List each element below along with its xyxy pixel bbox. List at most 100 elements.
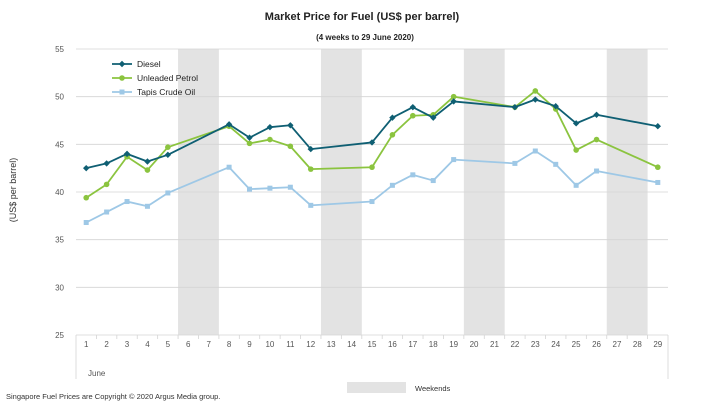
x-tick-label: 20 xyxy=(470,340,479,349)
x-tick-label: 7 xyxy=(206,340,211,349)
legend-label: Tapis Crude Oil xyxy=(137,87,195,97)
chart-title: Market Price for Fuel (US$ per barrel) xyxy=(265,11,460,23)
x-tick-label: 19 xyxy=(449,340,458,349)
x-tick-label: 6 xyxy=(186,340,191,349)
data-point xyxy=(511,103,519,111)
data-point xyxy=(266,123,274,131)
data-point xyxy=(593,136,600,143)
data-point xyxy=(165,190,171,196)
data-point xyxy=(226,164,232,170)
data-point xyxy=(119,75,125,81)
data-point xyxy=(655,179,661,185)
y-tick-label: 35 xyxy=(55,236,64,245)
x-axis-label: June xyxy=(88,369,106,378)
x-tick-label: 12 xyxy=(306,340,315,349)
x-tick-label: 5 xyxy=(166,340,171,349)
data-point xyxy=(246,134,253,141)
chart-subtitle: (4 weeks to 29 June 2020) xyxy=(316,33,414,42)
data-point xyxy=(247,186,253,192)
x-tick-label: 28 xyxy=(633,340,642,349)
legend-item-tapis-crude-oil: Tapis Crude Oil xyxy=(112,87,195,97)
data-point xyxy=(165,144,171,150)
data-point xyxy=(287,184,293,190)
data-point xyxy=(267,185,273,191)
data-point xyxy=(654,123,661,130)
series-unleaded-petrol xyxy=(83,88,661,201)
data-point xyxy=(451,157,457,163)
weekend-legend-swatch xyxy=(347,382,406,393)
x-tick-label: 27 xyxy=(613,340,622,349)
x-tick-label: 16 xyxy=(388,340,397,349)
data-point xyxy=(103,160,110,167)
data-point xyxy=(532,88,539,94)
y-axis-label: (US$ per barrel) xyxy=(8,158,18,223)
x-tick-label: 29 xyxy=(653,340,662,349)
data-point xyxy=(410,172,416,178)
data-point xyxy=(118,60,126,68)
data-point xyxy=(119,89,125,95)
series-line-tapis-crude-oil xyxy=(85,150,658,224)
data-point xyxy=(83,220,89,226)
data-point xyxy=(308,202,314,208)
data-point xyxy=(307,166,314,172)
x-tick-label: 18 xyxy=(429,340,438,349)
weekend-legend-label: Weekends xyxy=(415,384,451,393)
data-point xyxy=(369,199,375,205)
x-tick-label: 13 xyxy=(327,340,336,349)
data-point xyxy=(287,122,294,129)
data-point xyxy=(552,103,559,110)
legend-label: Unleaded Petrol xyxy=(137,73,198,83)
series-tapis-crude-oil xyxy=(83,148,661,226)
data-point xyxy=(389,114,396,121)
x-tick-label: 24 xyxy=(551,340,560,349)
x-tick-label: 8 xyxy=(227,340,232,349)
x-tick-label: 11 xyxy=(286,340,295,349)
data-point xyxy=(144,203,150,209)
legend-item-diesel: Diesel xyxy=(112,59,161,69)
data-point xyxy=(368,139,376,146)
x-tick-label: 3 xyxy=(125,340,130,349)
legend-item-unleaded-petrol: Unleaded Petrol xyxy=(112,73,198,83)
y-tick-label: 50 xyxy=(55,93,64,102)
series-lines xyxy=(83,88,661,226)
data-point xyxy=(410,112,416,119)
y-tick-label: 40 xyxy=(55,188,64,197)
x-tick-label: 26 xyxy=(592,340,601,349)
data-point xyxy=(103,181,110,188)
data-point xyxy=(123,150,131,158)
y-tick-label: 25 xyxy=(55,331,64,340)
data-point xyxy=(144,167,151,173)
data-point xyxy=(83,164,90,172)
data-point xyxy=(553,161,559,167)
x-tick-label: 10 xyxy=(265,340,274,349)
x-tick-label: 22 xyxy=(510,340,519,349)
x-tick-label: 21 xyxy=(490,340,499,349)
y-tick-label: 45 xyxy=(55,140,64,149)
x-tick-labels: 1 2 3 4 5 6 7 8 9 10 11 12 13 14 15 16 17 18 19 20 21 22 23 24 2… xyxy=(84,340,663,349)
series-line-diesel xyxy=(86,98,658,170)
data-point xyxy=(654,164,661,171)
y-tick-label: 30 xyxy=(55,283,64,292)
series-diesel xyxy=(83,96,661,172)
x-tick-label: 15 xyxy=(368,340,377,349)
x-tick-label: 14 xyxy=(347,340,356,349)
y-tick-labels: 25 30 35 40 45 50 55 xyxy=(55,45,64,340)
data-point xyxy=(430,178,436,184)
data-point xyxy=(389,182,395,188)
data-point xyxy=(124,199,130,205)
legend: Diesel Unleaded Petrol Tapis Crude Oil xyxy=(112,59,198,97)
data-point xyxy=(532,148,538,154)
data-point xyxy=(409,103,417,111)
x-tick-label: 9 xyxy=(247,340,252,349)
x-tick-label: 23 xyxy=(531,340,540,349)
data-point xyxy=(144,158,151,165)
x-tick-label: 17 xyxy=(408,340,417,349)
data-point xyxy=(573,182,579,188)
data-point xyxy=(287,143,294,150)
x-tick-label: 1 xyxy=(84,340,89,349)
x-tick-label: 25 xyxy=(572,340,581,349)
data-point xyxy=(369,164,375,171)
data-point xyxy=(389,132,396,138)
data-point xyxy=(450,98,457,105)
